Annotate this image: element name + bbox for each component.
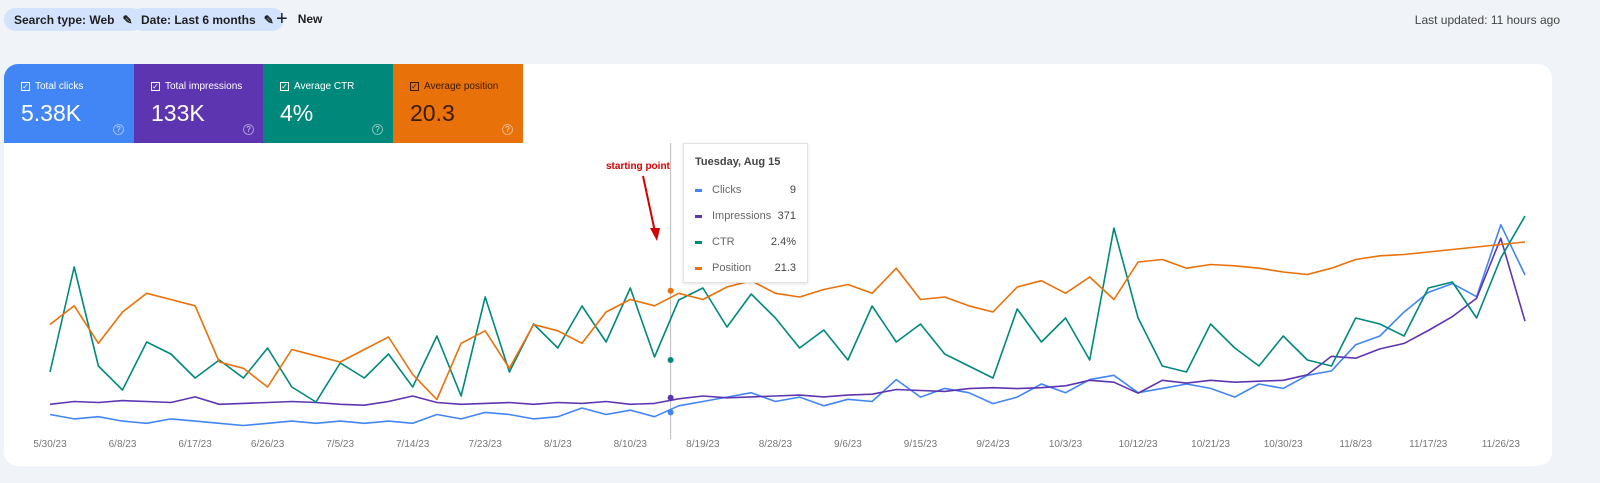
x-tick-label: 7/23/23 (469, 439, 503, 450)
metric-card-position[interactable]: ✓ Average position 20.3 ? (393, 64, 523, 143)
metric-card-clicks[interactable]: ✓ Total clicks 5.38K ? (4, 64, 134, 143)
highlight-point-ctr (667, 357, 674, 363)
tooltip-row-ctr: CTR 2.4% (695, 229, 796, 255)
metric-label: Average CTR (294, 81, 355, 92)
x-tick-label: 9/24/23 (976, 439, 1010, 450)
x-tick-label: 9/6/23 (834, 439, 862, 450)
date-label: Date: Last 6 months (141, 12, 256, 27)
x-tick-label: 7/14/23 (396, 439, 430, 450)
tooltip-label: CTR (712, 236, 735, 248)
x-tick-label: 6/17/23 (178, 439, 212, 450)
series-line-clicks (49, 223, 1526, 427)
metric-value: 133K (151, 100, 205, 126)
series-line-ctr (49, 215, 1526, 403)
x-tick-label: 11/8/23 (1339, 439, 1372, 450)
metric-label: Average position (424, 81, 499, 92)
highlight-point-position (667, 287, 674, 294)
x-tick-label: 8/28/23 (759, 439, 793, 450)
tooltip-value: 2.4% (770, 236, 796, 248)
tooltip-value: 371 (777, 210, 796, 222)
metric-card-impressions[interactable]: ✓ Total impressions 133K ? (134, 64, 264, 143)
checkbox-checked-icon[interactable]: ✓ (21, 82, 30, 91)
series-line-position (49, 241, 1526, 401)
x-tick-label: 10/21/23 (1191, 439, 1230, 450)
tooltip-date: Tuesday, Aug 15 (695, 156, 781, 168)
x-tick-label: 10/3/23 (1049, 439, 1083, 450)
new-label: New (297, 12, 323, 26)
x-tick-label: 6/8/23 (109, 439, 137, 450)
help-icon[interactable]: ? (372, 124, 383, 135)
tooltip-label: Impressions (712, 210, 772, 222)
tooltip-row-impressions: Impressions 371 (695, 203, 796, 229)
search-type-label: Search type: Web (14, 12, 115, 27)
tooltip-row-clicks: Clicks 9 (695, 177, 796, 203)
checkbox-checked-icon[interactable]: ✓ (410, 82, 419, 91)
date-filter-chip[interactable]: Date: Last 6 months ✎ (131, 8, 284, 31)
x-tick-label: 7/5/23 (326, 439, 354, 450)
x-tick-label: 6/26/23 (251, 439, 285, 450)
pencil-icon: ✎ (263, 12, 274, 27)
legend-swatch-icon (695, 266, 702, 270)
pencil-icon: ✎ (122, 12, 133, 27)
metric-value: 4% (280, 100, 314, 126)
metric-label: Total clicks (35, 81, 84, 92)
tooltip-value: 9 (789, 184, 796, 196)
help-icon[interactable]: ? (502, 124, 513, 135)
tooltip-label: Position (712, 262, 752, 274)
x-tick-label: 8/10/23 (614, 439, 648, 450)
x-tick-label: 8/1/23 (544, 439, 572, 450)
new-filter-button[interactable]: + New (276, 8, 323, 30)
chart-tooltip: Tuesday, Aug 15 Clicks 9 Impressions 371 C… (683, 143, 808, 283)
x-tick-label: 11/17/23 (1409, 439, 1448, 450)
metric-label: Total impressions (165, 81, 243, 92)
checkbox-checked-icon[interactable]: ✓ (151, 82, 160, 91)
last-updated-text: Last updated: 11 hours ago (1414, 13, 1560, 27)
legend-swatch-icon (695, 240, 702, 244)
performance-chart: 5/30/23 6/8/23 6/17/23 6/26/23 7/5/23 7/14/23… (33, 143, 1526, 450)
x-tick-label: 10/30/23 (1264, 439, 1303, 450)
series-line-impressions (49, 237, 1526, 407)
x-tick-label: 11/26/23 (1482, 439, 1521, 450)
tooltip-row-position: Position 21.3 (695, 255, 796, 281)
tooltip-value: 21.3 (774, 262, 796, 274)
metric-value: 5.38K (21, 100, 82, 126)
plus-icon: + (276, 8, 288, 30)
legend-swatch-icon (695, 214, 702, 218)
checkbox-checked-icon[interactable]: ✓ (280, 82, 289, 91)
x-tick-label: 8/19/23 (686, 439, 720, 450)
help-icon[interactable]: ? (113, 124, 124, 135)
legend-swatch-icon (695, 188, 702, 192)
x-tick-label: 9/15/23 (904, 439, 938, 450)
highlight-point-impressions (667, 394, 674, 401)
x-tick-label: 5/30/23 (33, 439, 67, 450)
highlight-point-clicks (667, 409, 674, 416)
tooltip-label: Clicks (712, 184, 742, 196)
x-tick-label: 10/12/23 (1119, 439, 1158, 450)
metric-card-ctr[interactable]: ✓ Average CTR 4% ? (263, 64, 393, 143)
search-type-filter-chip[interactable]: Search type: Web ✎ (4, 8, 143, 31)
help-icon[interactable]: ? (243, 124, 254, 135)
annotation-starting-point: starting point (606, 161, 670, 172)
metric-value: 20.3 (410, 100, 455, 126)
